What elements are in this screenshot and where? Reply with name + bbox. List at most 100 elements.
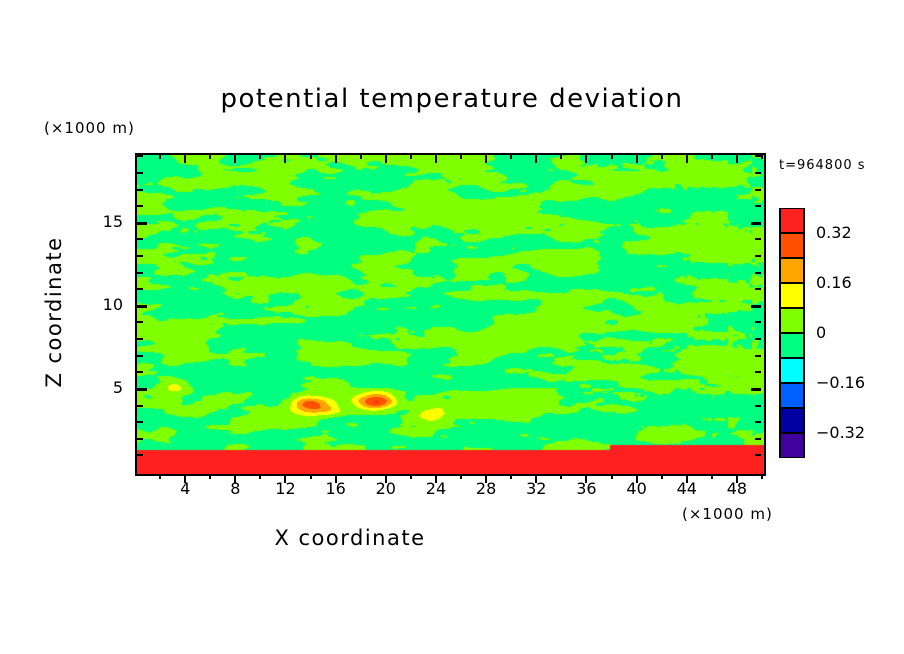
x-axis-title: X coordinate: [274, 526, 426, 550]
x-tick-label: 20: [375, 479, 396, 498]
x-axis-major-tick-top: [635, 154, 638, 163]
x-axis-minor-tick-top: [359, 154, 362, 159]
x-axis-minor-tick: [159, 474, 162, 479]
x-axis-major-tick: [434, 474, 437, 483]
x-axis-minor-tick: [209, 474, 212, 479]
y-axis-minor-tick: [137, 155, 143, 158]
x-tick-label: 24: [425, 479, 447, 498]
x-axis-major-tick: [535, 474, 538, 483]
x-axis-unit-label: (×1000 m): [682, 505, 773, 523]
y-axis-major-tick-right: [751, 387, 761, 391]
x-axis-major-tick-top: [535, 154, 538, 163]
colorbar-segment: [779, 358, 805, 383]
colorbar-segment: [779, 233, 805, 258]
y-axis-minor-tick: [137, 171, 143, 174]
x-axis-minor-tick-top: [610, 154, 613, 159]
x-axis-major-tick-top: [384, 154, 387, 163]
y-axis-minor-tick: [137, 271, 143, 274]
x-axis-major-tick-top: [284, 154, 287, 163]
x-axis-minor-tick-top: [510, 154, 513, 159]
y-tick-label: 15: [102, 211, 123, 231]
y-axis-major-tick-right: [751, 304, 761, 308]
x-axis-major-tick: [585, 474, 588, 483]
colorbar-segment: [779, 283, 805, 308]
x-tick-label: 28: [475, 479, 497, 498]
colorbar-segment: [779, 408, 805, 433]
colorbar-tick-label: 0: [816, 323, 827, 342]
y-axis-minor-tick-right: [755, 338, 761, 341]
y-axis-minor-tick-right: [755, 354, 761, 357]
y-axis-minor-tick-right: [755, 437, 761, 440]
timestamp-annotation: t=964800 s: [779, 158, 866, 173]
x-axis-minor-tick-top: [560, 154, 563, 159]
y-axis-minor-tick: [137, 188, 143, 191]
x-tick-label: 32: [526, 479, 547, 498]
x-axis-minor-tick: [610, 474, 613, 479]
x-axis-minor-tick: [409, 474, 412, 479]
x-axis-major-tick: [485, 474, 488, 483]
x-axis-minor-tick-top: [259, 154, 262, 159]
y-axis-minor-tick: [137, 371, 143, 374]
x-tick-label: 48: [726, 479, 748, 498]
x-axis-major-tick: [735, 474, 738, 483]
y-axis-minor-tick-right: [755, 271, 761, 274]
colorbar-tick-label: 0.16: [816, 273, 852, 292]
x-axis-minor-tick-top: [761, 154, 763, 159]
y-axis-minor-tick-right: [755, 371, 761, 374]
y-axis-minor-tick: [137, 321, 143, 324]
y-axis-major-tick: [137, 221, 147, 225]
y-axis-minor-tick: [137, 255, 143, 257]
contour-field: [137, 155, 764, 474]
x-axis-major-tick: [384, 474, 387, 483]
y-axis-minor-tick-right: [755, 205, 761, 208]
x-axis-major-tick: [334, 474, 337, 483]
y-tick-label: 10: [102, 294, 123, 314]
x-tick-label: 12: [275, 479, 296, 498]
x-axis-minor-tick-top: [409, 154, 412, 159]
x-axis-minor-tick: [510, 474, 513, 479]
y-axis-minor-tick-right: [755, 288, 761, 291]
x-axis-major-tick-top: [735, 154, 738, 163]
y-axis-minor-tick: [137, 205, 143, 208]
x-axis-minor-tick: [460, 474, 463, 479]
x-tick-label: 4: [180, 479, 191, 498]
y-axis-minor-tick: [137, 437, 143, 440]
x-axis-minor-tick: [761, 474, 763, 479]
x-tick-label: 16: [325, 479, 346, 498]
x-tick-label: 40: [626, 479, 647, 498]
x-axis-minor-tick: [309, 474, 312, 479]
y-axis-minor-tick: [137, 421, 143, 424]
colorbar-tick-label: 0.32: [816, 223, 852, 242]
x-tick-label: 44: [676, 479, 697, 498]
x-tick-label: 8: [230, 479, 241, 498]
colorbar-tick-label: −0.16: [816, 373, 866, 392]
colorbar-segment: [779, 258, 805, 283]
x-axis-major-tick: [284, 474, 287, 483]
x-axis-major-tick: [685, 474, 688, 483]
x-axis-major-tick-top: [334, 154, 337, 163]
y-axis-minor-tick: [137, 238, 143, 241]
y-axis-minor-tick: [137, 288, 143, 291]
y-axis-major-tick: [137, 304, 147, 308]
y-axis-minor-tick-right: [755, 188, 761, 191]
x-axis-major-tick: [184, 474, 187, 483]
x-tick-label: 36: [576, 479, 597, 498]
y-axis-major-tick-right: [751, 221, 761, 225]
x-axis-major-tick-top: [434, 154, 437, 163]
y-axis-minor-tick-right: [755, 421, 761, 424]
y-axis-minor-tick-right: [755, 404, 761, 407]
x-axis-minor-tick: [660, 474, 663, 479]
colorbar-segment: [779, 433, 805, 458]
x-axis-major-tick-top: [585, 154, 588, 163]
x-axis-minor-tick: [359, 474, 362, 479]
x-axis-major-tick-top: [234, 154, 237, 163]
y-axis-minor-tick-right: [755, 171, 761, 174]
colorbar-segment: [779, 383, 805, 408]
colorbar-tick-label: −0.32: [816, 423, 866, 442]
x-axis-major-tick: [635, 474, 638, 483]
colorbar: [779, 208, 805, 458]
colorbar-segment: [779, 308, 805, 333]
y-axis-minor-tick: [137, 454, 143, 457]
y-axis-minor-tick: [137, 404, 143, 407]
